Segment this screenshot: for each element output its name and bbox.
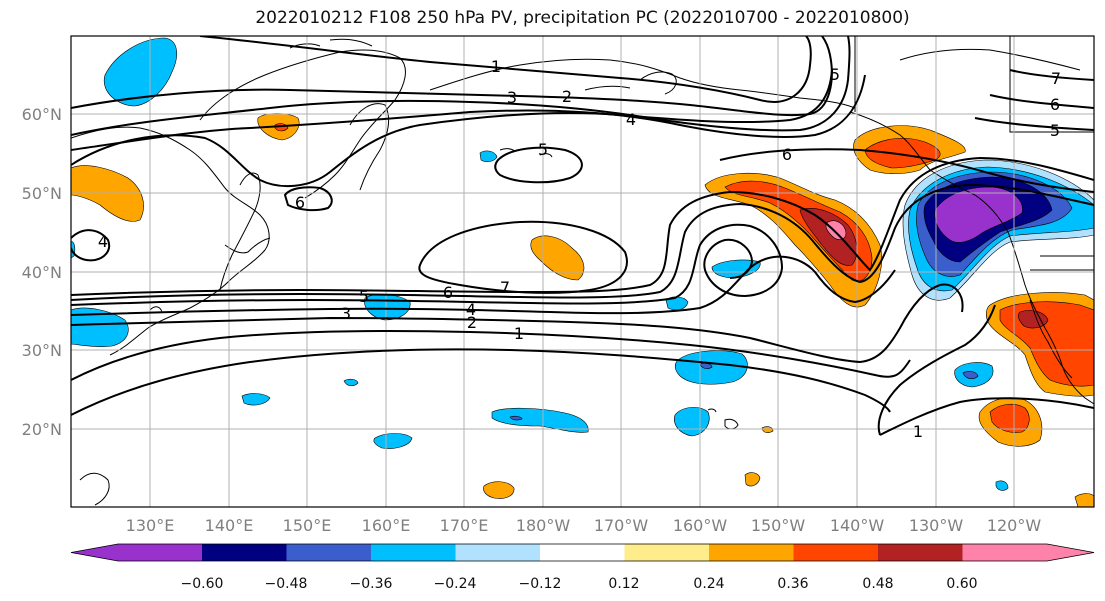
contour-label: 6 (295, 193, 305, 212)
colorbar-tick-label: −0.12 (519, 576, 562, 592)
negative-anomaly-small (71, 37, 1009, 491)
colorbar-bin (793, 544, 879, 561)
contour-label: 6 (782, 145, 792, 164)
colorbar-tick-label: −0.24 (434, 576, 477, 592)
lon-label: 130°E (126, 516, 175, 535)
contour-label: 6 (443, 283, 453, 302)
colorbar-bin (962, 544, 1094, 561)
contour-label: 4 (626, 110, 636, 129)
map-frame (70, 35, 1095, 508)
contour-label: 4 (466, 300, 476, 319)
colorbar-bin (709, 544, 794, 561)
lat-label: 60°N (22, 105, 62, 124)
map-title: 2022010212 F108 250 hPa PV, precipitatio… (255, 8, 910, 28)
lat-label: 20°N (22, 420, 62, 439)
lon-label: 160°W (673, 516, 728, 535)
contour-label: 3 (507, 88, 517, 107)
positive-anomaly-california (978, 292, 1094, 447)
contour-label: 2 (562, 87, 572, 106)
colorbar-tick-label: 0.24 (693, 576, 724, 592)
colorbar-outline (70, 543, 1095, 562)
colorbar-bin (455, 544, 541, 561)
gridlines (71, 36, 1094, 507)
contour-label: 7 (1051, 69, 1061, 88)
colorbar-bin (202, 544, 287, 561)
colorbar-tick-label: 0.60 (946, 576, 977, 592)
colorbar-tick-label: 0.12 (608, 576, 639, 592)
lon-label: 140°W (830, 516, 885, 535)
colorbar-bin (624, 544, 710, 561)
coastlines (71, 36, 1094, 506)
lon-label: 160°E (362, 516, 411, 535)
colorbar-tick-label: −0.36 (350, 576, 393, 592)
colorbar-ticks: −0.60 −0.48 −0.36 −0.24 −0.12 0.12 0.24 … (181, 576, 978, 592)
contour-label: 3 (341, 304, 351, 323)
contour-label: 5 (538, 140, 548, 159)
colorbar-bin (540, 544, 625, 561)
colorbar-tick-label: −0.60 (181, 576, 224, 592)
lat-label: 40°N (22, 263, 62, 282)
colorbar-tick-label: 0.36 (777, 576, 808, 592)
lon-label: 150°W (751, 516, 806, 535)
negative-anomaly-northeast-pacific (902, 159, 1094, 301)
lon-label: 170°E (440, 516, 489, 535)
colorbar-tick-label: 0.48 (862, 576, 893, 592)
colorbar (70, 543, 1095, 562)
colorbar-tick-label: −0.48 (265, 576, 308, 592)
lon-label: 120°W (987, 516, 1042, 535)
lon-label: 180°W (516, 516, 571, 535)
colorbar-bin (878, 544, 963, 561)
colorbar-bin (371, 544, 456, 561)
lon-label: 150°E (283, 516, 332, 535)
positive-anomaly-gulf-of-alaska (704, 125, 966, 308)
contour-label: 5 (830, 65, 840, 84)
lon-label: 170°W (594, 516, 649, 535)
lon-label: 130°W (909, 516, 964, 535)
contour-label: 5 (359, 287, 369, 306)
contour-label: 2 (467, 313, 477, 332)
colorbar-bin (71, 544, 202, 561)
lon-label: 140°E (205, 516, 254, 535)
contour-label: 6 (1050, 95, 1060, 114)
contour-label: 4 (98, 232, 108, 251)
colorbar-bin (286, 544, 372, 561)
lat-label: 50°N (22, 184, 62, 203)
pv-contours (71, 36, 1094, 436)
contour-label: 7 (500, 278, 510, 297)
contour-label: 5 (1050, 121, 1060, 140)
contour-label: 1 (491, 57, 501, 76)
contour-label: 1 (514, 324, 524, 343)
lat-label: 30°N (22, 341, 62, 360)
contour-label: 1 (913, 422, 923, 441)
